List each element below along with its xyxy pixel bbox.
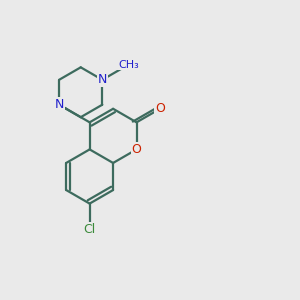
- Text: O: O: [132, 143, 142, 156]
- Text: O: O: [155, 102, 165, 115]
- Text: Cl: Cl: [83, 223, 96, 236]
- Text: N: N: [98, 73, 107, 86]
- Text: CH₃: CH₃: [118, 60, 139, 70]
- Text: N: N: [55, 98, 64, 111]
